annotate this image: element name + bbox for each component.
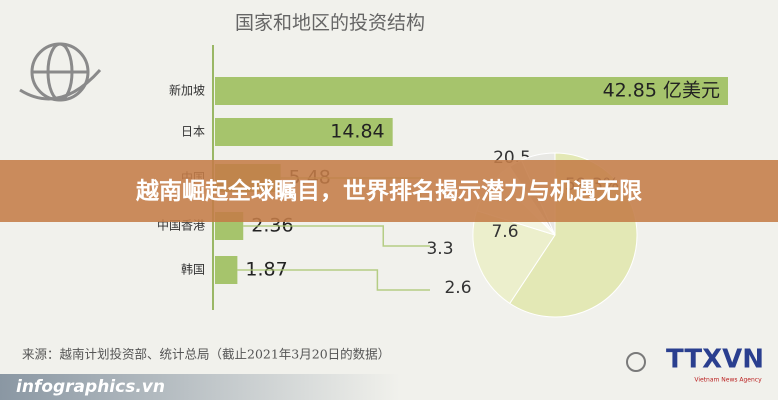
footer-strip xyxy=(0,374,400,400)
slice-label: 2.6 xyxy=(444,278,471,298)
value-label: 42.85 亿美元 xyxy=(603,80,720,102)
category-label: 新加坡 xyxy=(169,83,205,98)
slice-label: 7.6 xyxy=(491,222,518,242)
connector xyxy=(237,269,430,291)
logo-name: TTXVN xyxy=(666,345,764,375)
banner-text: 越南崛起全球瞩目，世界排名揭示潜力与机遇无限 xyxy=(136,178,642,205)
chart-title: 国家和地区的投资结构 xyxy=(235,12,425,34)
site-name: infographics.vn xyxy=(16,377,165,397)
value-label: 14.84 xyxy=(330,121,384,143)
globe-icon xyxy=(19,42,102,102)
copyright-icon xyxy=(626,352,646,372)
bar xyxy=(215,118,393,146)
banner-band xyxy=(0,160,778,222)
category-label: 日本 xyxy=(181,125,205,139)
logo-tagline: Vietnam News Agency xyxy=(694,377,762,384)
bar xyxy=(215,77,728,105)
source-note: 来源：越南计划投资部、统计总局（截止2021年3月20日的数据） xyxy=(22,347,390,362)
category-label: 韩国 xyxy=(181,262,205,277)
slice-label: 3.3 xyxy=(426,239,453,259)
bar xyxy=(215,256,238,284)
connector xyxy=(243,225,430,247)
